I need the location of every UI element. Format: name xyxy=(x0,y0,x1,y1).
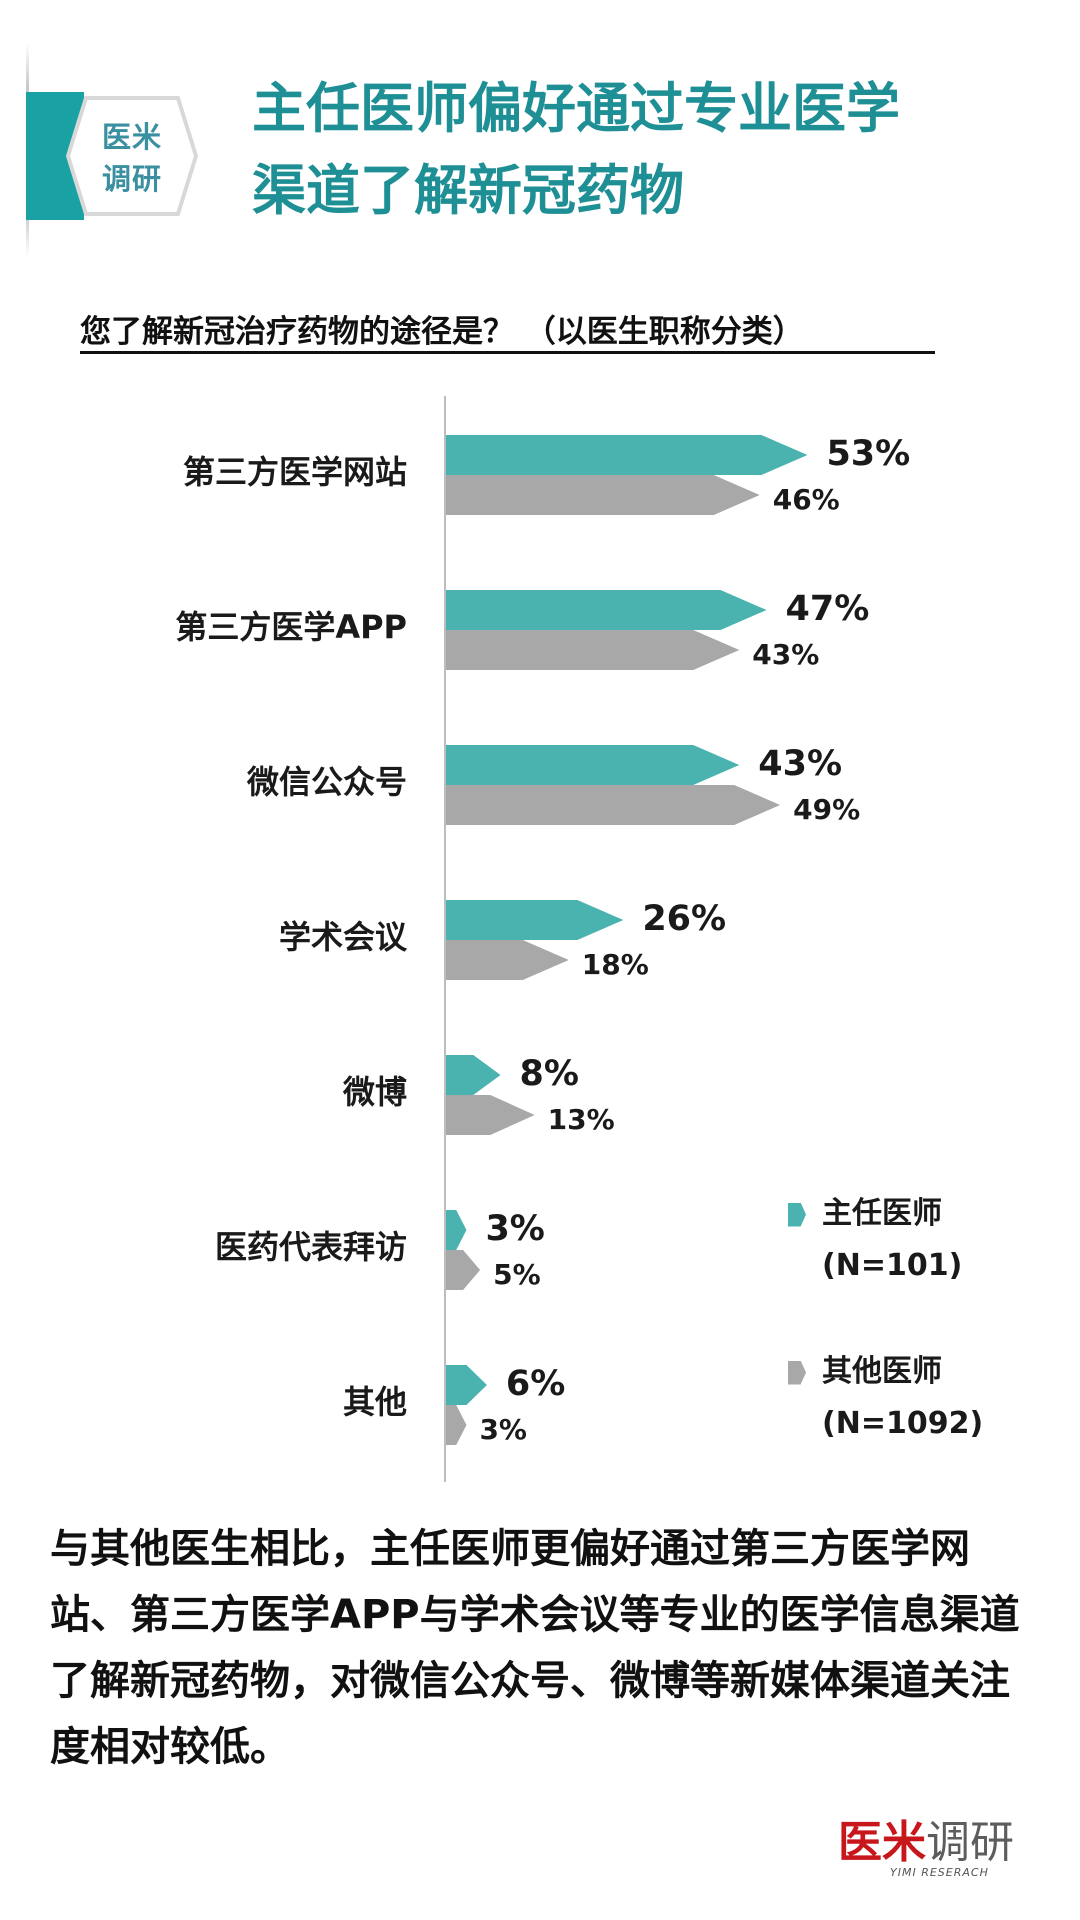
bar-chief xyxy=(446,1055,501,1095)
bar-chief xyxy=(446,745,740,785)
footer-logo-part2: 调研 xyxy=(926,1817,1014,1868)
value-label-chief: 53% xyxy=(826,434,910,474)
value-label-other: 18% xyxy=(582,948,649,981)
value-label-chief: 26% xyxy=(642,899,726,939)
legend-swatch-chief xyxy=(788,1202,806,1227)
legend-item-chief: 主任医师 (N=101) xyxy=(788,1188,962,1292)
footer-logo-part1: 医米 xyxy=(838,1817,926,1868)
footer-logo-subtitle: YIMI RESERACH xyxy=(890,1866,989,1879)
value-label-other: 49% xyxy=(793,793,860,826)
value-label-chief: 8% xyxy=(520,1054,579,1094)
legend-n-other: (N=1092) xyxy=(822,1406,984,1441)
bar-other xyxy=(446,630,740,670)
value-label-other: 43% xyxy=(752,638,819,671)
bar-chief xyxy=(446,435,808,475)
footer-logo: 医米调研 YIMI RESERACH xyxy=(838,1806,1038,1886)
bar-other xyxy=(446,940,569,980)
value-label-chief: 47% xyxy=(786,589,870,629)
bar-other xyxy=(446,1095,535,1135)
legend-label-other: 其他医师 xyxy=(822,1354,942,1389)
value-label-other: 13% xyxy=(548,1103,615,1136)
badge-text-line2: 调研 xyxy=(101,162,162,196)
legend-label-chief: 主任医师 xyxy=(822,1196,942,1231)
page-title-line1: 主任医师偏好通过专业医学 xyxy=(252,77,900,140)
survey-question-underline xyxy=(80,351,935,354)
bar-other xyxy=(446,1250,481,1290)
legend-n-chief: (N=101) xyxy=(822,1248,963,1283)
bar-other xyxy=(446,1405,467,1445)
value-label-other: 5% xyxy=(493,1258,541,1291)
bar-chief xyxy=(446,1365,487,1405)
bar-other xyxy=(446,785,781,825)
value-label-other: 3% xyxy=(479,1413,527,1446)
page-title-line2: 渠道了解新冠药物 xyxy=(252,159,684,222)
legend-swatch-other xyxy=(788,1360,806,1385)
category-label: 微博 xyxy=(342,1073,407,1111)
legend-item-other: 其他医师 (N=1092) xyxy=(788,1346,983,1450)
category-label: 医药代表拜访 xyxy=(215,1228,407,1266)
value-label-chief: 43% xyxy=(758,744,842,784)
badge-hexagon-icon xyxy=(65,96,199,216)
brand-badge: 医米 调研 xyxy=(64,94,200,218)
category-label: 第三方医学网站 xyxy=(183,453,407,491)
category-label: 微信公众号 xyxy=(246,763,407,801)
survey-question: 您了解新冠治疗药物的途径是？ （以医生职称分类） xyxy=(80,314,804,350)
category-label: 第三方医学APP xyxy=(175,608,407,646)
page-title: 主任医师偏好通过专业医学 渠道了解新冠药物 xyxy=(252,68,1052,232)
summary-text: 与其他医生相比，主任医师更偏好通过第三方医学网站、第三方医学APP与学术会议等专… xyxy=(50,1526,1020,1770)
bar-chart: 第三方医学网站 53% 46% 第三方医学APP 47% 43% 微信公众号 43% 49% 学术… xyxy=(175,396,910,1482)
value-label-chief: 3% xyxy=(485,1209,544,1249)
category-label: 学术会议 xyxy=(279,918,408,956)
value-label-chief: 6% xyxy=(506,1364,565,1404)
bar-chief xyxy=(446,900,624,940)
category-label: 其他 xyxy=(343,1383,407,1421)
bar-other xyxy=(446,475,760,515)
bar-chief xyxy=(446,1210,467,1250)
badge-text-line1: 医米 xyxy=(101,120,162,154)
bar-chief xyxy=(446,590,767,630)
value-label-other: 46% xyxy=(773,483,840,516)
chart-bars: 第三方医学网站 53% 46% 第三方医学APP 47% 43% 微信公众号 43% 49% 学术… xyxy=(175,434,910,1446)
